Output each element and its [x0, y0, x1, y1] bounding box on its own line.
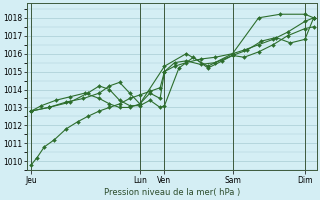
X-axis label: Pression niveau de la mer( hPa ): Pression niveau de la mer( hPa ) [104, 188, 240, 197]
